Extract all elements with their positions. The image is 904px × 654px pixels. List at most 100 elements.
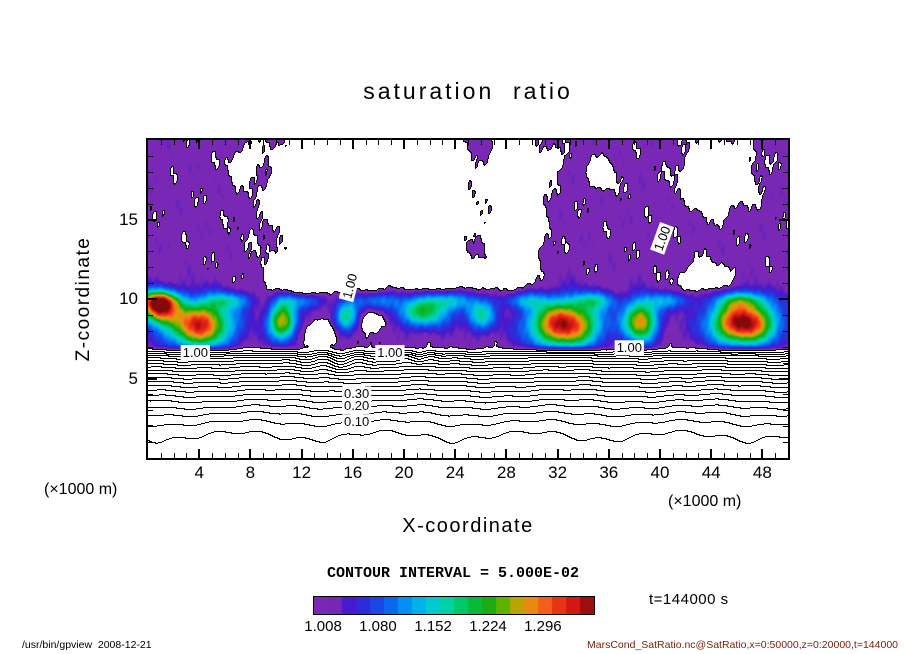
tick-mark [634, 140, 635, 145]
tick-mark [596, 140, 597, 145]
tick-mark [659, 140, 661, 149]
tick-mark [198, 140, 200, 149]
tick-mark [442, 453, 443, 458]
page-title: saturation ratio [363, 78, 573, 104]
tick-mark [148, 267, 153, 268]
tick-mark [686, 140, 687, 145]
tick-mark [622, 453, 623, 458]
tick-mark [430, 140, 431, 145]
tick-mark [532, 453, 533, 458]
tick-mark [468, 453, 469, 458]
tick-mark [212, 140, 213, 145]
tick-mark [148, 410, 153, 411]
tick-mark [391, 453, 392, 458]
tick-mark [148, 378, 157, 380]
tick-mark [314, 453, 315, 458]
tick-mark [570, 140, 571, 145]
tick-mark [161, 140, 162, 145]
tick-mark [698, 453, 699, 458]
tick-mark [174, 453, 175, 458]
footer-path-label: /usr/bin/gpview 2008-12-21 [22, 639, 152, 651]
tick-mark [622, 140, 623, 145]
tick-mark [238, 140, 239, 145]
x-tick-label: 48 [752, 463, 772, 482]
tick-mark [583, 453, 584, 458]
tick-mark [301, 449, 303, 458]
tick-mark [779, 219, 788, 221]
tick-mark [340, 140, 341, 145]
tick-mark [505, 140, 507, 149]
tick-mark [403, 140, 405, 149]
x-tick-label: 28 [496, 463, 516, 482]
tick-mark [417, 453, 418, 458]
x-tick-label: 40 [650, 463, 670, 482]
tick-mark [783, 394, 788, 395]
x-tick-label: 36 [599, 463, 619, 482]
footer-dataset-label: MarsCond_SatRatio.nc@SatRatio,x=0:50000,… [587, 639, 898, 651]
tick-mark [557, 449, 559, 458]
tick-mark [750, 140, 751, 145]
tick-mark [783, 363, 788, 364]
x-tick-label: 12 [292, 463, 312, 482]
tick-mark [783, 267, 788, 268]
tick-mark [775, 140, 776, 145]
x-tick-label: 24 [445, 463, 465, 482]
tick-mark [225, 140, 226, 145]
tick-mark [430, 453, 431, 458]
x-tick-label: 16 [343, 463, 363, 482]
tick-mark [148, 426, 153, 427]
tick-mark [783, 204, 788, 205]
tick-mark [289, 140, 290, 145]
tick-mark [761, 140, 763, 149]
tick-mark [608, 140, 610, 149]
tick-mark [198, 449, 200, 458]
x-tick-label: 32 [548, 463, 568, 482]
tick-mark [148, 204, 153, 205]
tick-mark [454, 140, 456, 149]
time-label: t=144000 s [649, 591, 729, 608]
tick-mark [417, 140, 418, 145]
tick-mark [225, 453, 226, 458]
tick-mark [148, 235, 153, 236]
tick-mark [596, 453, 597, 458]
tick-mark [779, 378, 788, 380]
tick-mark [238, 453, 239, 458]
tick-mark [724, 453, 725, 458]
x-tick-label: 4 [194, 463, 204, 482]
tick-mark [698, 140, 699, 145]
tick-mark [783, 331, 788, 332]
y-tick-label: 15 [119, 209, 138, 229]
tick-mark [783, 410, 788, 411]
x-tick-label: 20 [394, 463, 414, 482]
tick-mark [301, 140, 303, 149]
tick-mark [148, 188, 153, 189]
tick-mark [148, 283, 153, 284]
tick-mark [583, 140, 584, 145]
x-unit-label-left: (×1000 m) [44, 481, 118, 498]
tick-mark [783, 251, 788, 252]
tick-mark [737, 453, 738, 458]
tick-mark [378, 140, 379, 145]
tick-mark [710, 449, 712, 458]
tick-mark [148, 156, 153, 157]
tick-mark [761, 449, 763, 458]
tick-mark [249, 449, 251, 458]
tick-mark [557, 140, 559, 149]
y-tick-label: 10 [119, 289, 138, 308]
tick-mark [148, 363, 153, 364]
tick-mark [783, 426, 788, 427]
colorbar-tick-label: 1.296 [524, 618, 562, 635]
colorbar-canvas [314, 597, 594, 614]
tick-mark [366, 140, 367, 145]
tick-mark [608, 449, 610, 458]
y-tick-label: 5 [128, 368, 138, 388]
tick-mark [391, 140, 392, 145]
tick-mark [352, 140, 354, 149]
tick-mark [378, 453, 379, 458]
tick-mark [519, 140, 520, 145]
tick-mark [454, 449, 456, 458]
tick-mark [327, 453, 328, 458]
tick-mark [737, 140, 738, 145]
colorbar-tick-label: 1.080 [359, 618, 397, 635]
